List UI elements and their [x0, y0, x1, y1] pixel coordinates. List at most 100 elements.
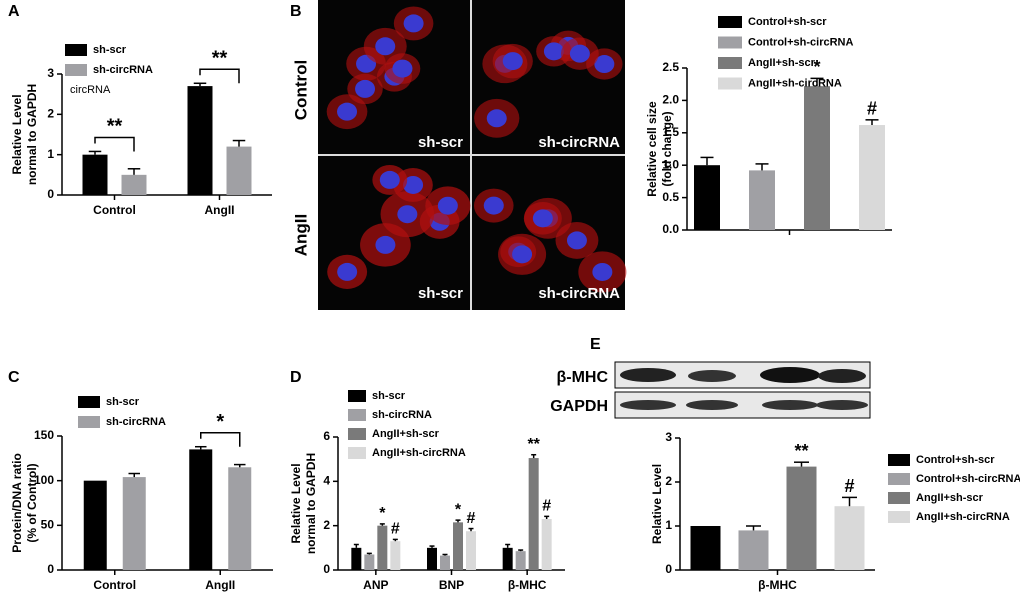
x-tick-label: Control	[93, 578, 136, 592]
bar	[83, 480, 107, 570]
bar	[189, 449, 213, 570]
band	[760, 367, 820, 383]
micrographs	[318, 0, 627, 310]
y-tick-label: 0	[47, 562, 54, 576]
y-axis-label: (% of Control)	[25, 463, 39, 542]
legend-label: sh-scr	[93, 44, 127, 56]
legend-label: sh-circRNA	[93, 64, 153, 76]
x-tick-label: BNP	[439, 578, 464, 592]
y-axis-label: (fold change)	[660, 111, 674, 186]
legend-label: Control+sh-circRNA	[748, 36, 853, 48]
y-axis-label: Relative cell size	[645, 101, 659, 197]
legend-swatch	[348, 409, 366, 421]
bar	[228, 467, 252, 570]
bracket	[199, 68, 240, 84]
significance: *	[455, 501, 462, 518]
legend-swatch	[888, 492, 910, 504]
bar	[786, 466, 817, 570]
legend-swatch	[718, 16, 742, 28]
nucleus	[569, 44, 590, 63]
cell-label: sh-scr	[418, 134, 463, 151]
x-tick-label: β-MHC	[508, 578, 547, 592]
legend-swatch	[718, 77, 742, 90]
legend-swatch	[348, 428, 366, 440]
significance: *	[216, 411, 224, 433]
bar	[122, 477, 146, 570]
bar	[749, 170, 775, 230]
bar	[859, 125, 885, 230]
x-tick-label: AngII	[205, 578, 235, 592]
nucleus	[512, 245, 533, 264]
bracket	[94, 136, 135, 152]
legend-label: sh-scr	[106, 396, 140, 408]
legend-swatch	[888, 511, 910, 523]
bar	[502, 547, 513, 570]
y-tick-label: 0	[665, 562, 672, 576]
x-tick-label: Control	[93, 203, 136, 217]
significance: **	[212, 48, 228, 70]
nucleus	[483, 196, 504, 215]
band-label: β-MHC	[556, 369, 608, 386]
band	[688, 370, 736, 382]
nucleus	[379, 170, 400, 189]
bar	[738, 530, 769, 570]
band-label: GAPDH	[550, 398, 608, 415]
nucleus	[403, 175, 424, 194]
cell-label: sh-circRNA	[538, 134, 620, 151]
nucleus	[337, 102, 358, 121]
x-tick-label: β-MHC	[758, 578, 797, 592]
panel-letter: A	[8, 3, 20, 20]
y-tick-label: 3	[47, 66, 54, 80]
significance: **	[794, 441, 808, 461]
legend-swatch	[348, 447, 366, 459]
bar	[694, 165, 720, 230]
nucleus	[355, 79, 376, 98]
legend-swatch	[718, 57, 742, 69]
band	[816, 400, 868, 410]
nucleus	[566, 231, 587, 250]
y-tick-label: 2.5	[662, 60, 679, 74]
y-tick-label: 0	[47, 187, 54, 201]
y-tick-label: 1.0	[662, 157, 679, 171]
y-tick-label: 150	[34, 428, 54, 442]
y-tick-label: 1	[47, 147, 54, 161]
nucleus	[375, 235, 396, 254]
y-tick-label: 1.5	[662, 125, 679, 139]
bar	[427, 547, 437, 570]
y-tick-label: 1	[665, 518, 672, 532]
bar	[351, 547, 362, 570]
legend-swatch	[888, 454, 910, 466]
nucleus	[502, 52, 523, 71]
panel-letter: C	[8, 369, 20, 386]
significance: **	[527, 436, 540, 453]
nucleus	[397, 205, 418, 224]
bar	[804, 86, 830, 230]
bar	[121, 174, 147, 195]
y-tick-label: 2	[47, 107, 54, 121]
legend-label: AngII+sh-scr	[372, 428, 440, 440]
y-axis-label: Relative Level	[10, 94, 24, 174]
y-axis-label: normal to GAPDH	[304, 453, 318, 554]
legend-swatch	[78, 396, 100, 408]
legend-label: Control+sh-scr	[748, 16, 827, 28]
cells	[326, 6, 627, 293]
legend-label: sh-circRNA	[106, 416, 166, 428]
bar	[541, 519, 552, 570]
bracket	[200, 431, 241, 447]
legend-label: AngII+sh-circRNA	[916, 511, 1010, 523]
bar	[187, 86, 213, 195]
significance: **	[107, 116, 123, 138]
y-tick-label: 50	[41, 518, 55, 532]
nucleus	[594, 55, 615, 74]
bar	[528, 458, 539, 570]
nucleus	[592, 262, 613, 281]
y-tick-label: 100	[34, 473, 54, 487]
bar	[226, 146, 252, 195]
bar	[515, 551, 526, 570]
bar	[834, 506, 865, 570]
legend-swatch	[348, 390, 366, 402]
legend-swatch	[65, 44, 87, 56]
significance: #	[467, 510, 476, 527]
significance: #	[542, 498, 551, 515]
